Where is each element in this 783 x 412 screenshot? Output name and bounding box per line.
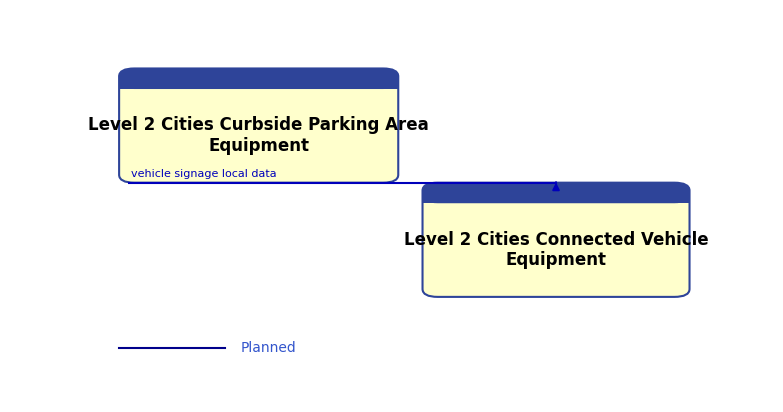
FancyBboxPatch shape xyxy=(119,68,399,183)
Bar xyxy=(119,79,399,89)
Text: Level 2 Cities Curbside Parking Area
Equipment: Level 2 Cities Curbside Parking Area Equ… xyxy=(88,117,429,155)
FancyBboxPatch shape xyxy=(423,183,690,297)
Text: Level 2 Cities Connected Vehicle
Equipment: Level 2 Cities Connected Vehicle Equipme… xyxy=(404,231,709,269)
Text: vehicle signage local data: vehicle signage local data xyxy=(132,169,277,178)
Text: Planned: Planned xyxy=(240,341,296,355)
FancyBboxPatch shape xyxy=(423,183,690,203)
FancyBboxPatch shape xyxy=(119,68,399,89)
Bar xyxy=(423,193,690,203)
